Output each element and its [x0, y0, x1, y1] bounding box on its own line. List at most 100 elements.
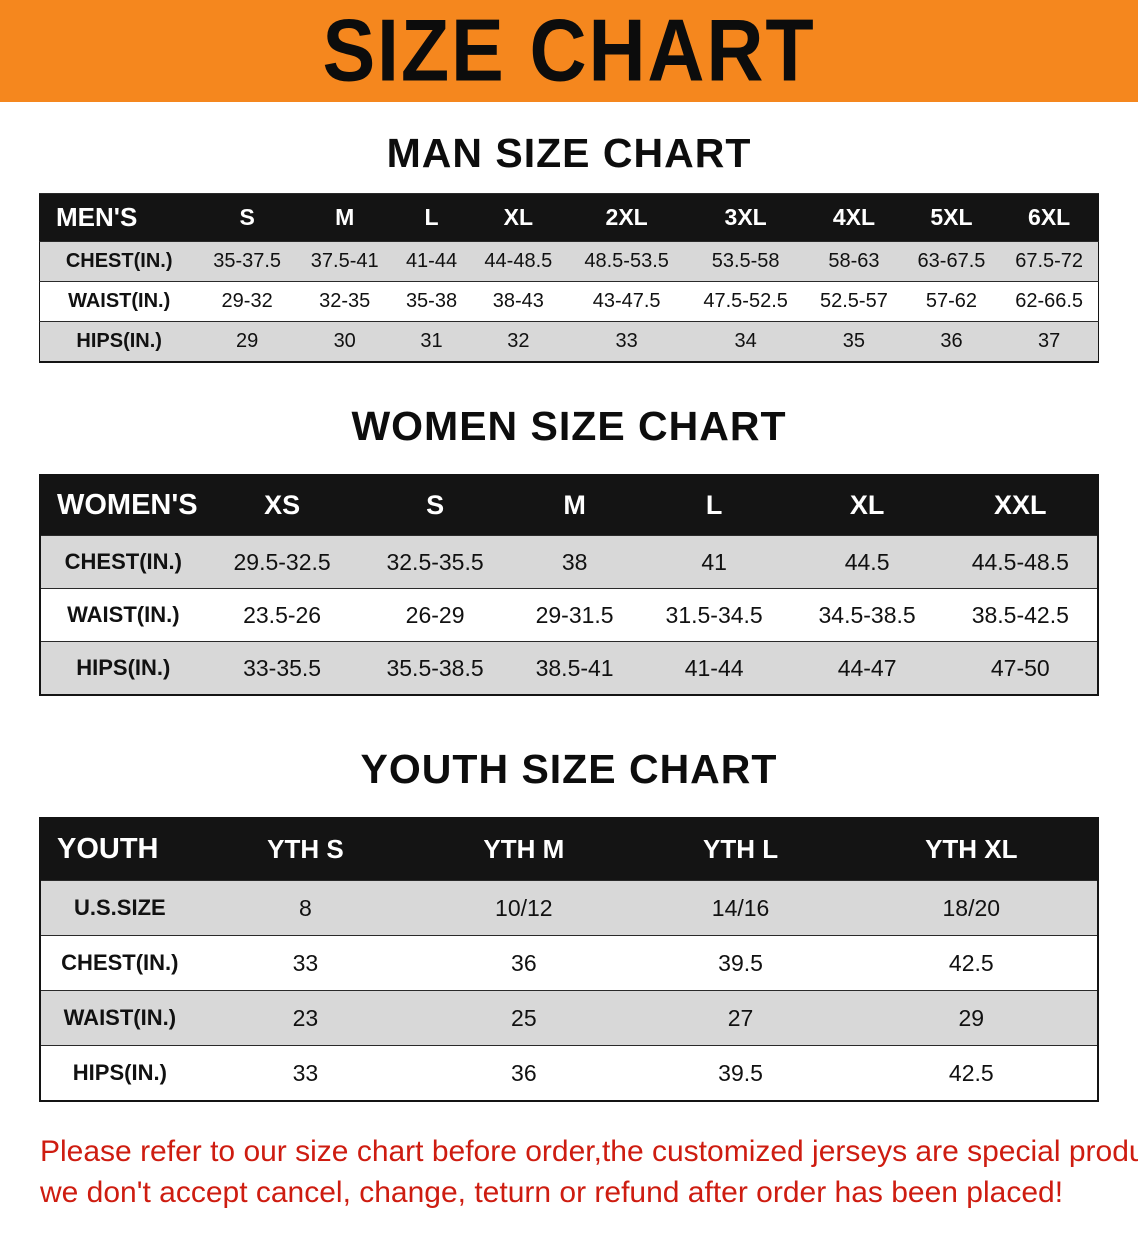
size-chart-banner: SIZE CHART [0, 0, 1138, 102]
disclaimer-line-1: Please refer to our size chart before or… [40, 1135, 1138, 1168]
size-header-cell: XS [205, 474, 359, 536]
size-value-cell: 47.5-52.5 [686, 281, 806, 322]
size-header-cell: S [198, 193, 296, 242]
table-row: CHEST(IN.) 35-37.5 37.5-41 41-44 44-48.5 48.5… [39, 241, 1099, 282]
size-header-cell: M [511, 474, 638, 536]
size-value-cell: 30 [295, 321, 394, 363]
size-value-cell: 37 [1000, 321, 1099, 363]
size-value-cell: 34.5-38.5 [790, 588, 944, 642]
size-value-cell: 41 [637, 535, 791, 589]
size-value-cell: 32-35 [295, 281, 394, 322]
size-value-cell: 35-38 [393, 281, 470, 322]
table-row: U.S.SIZE 8 10/12 14/16 18/20 [40, 880, 1098, 936]
size-header-cell: L [393, 193, 470, 242]
size-header-cell: S [358, 474, 512, 536]
row-label: CHEST(IN.) [40, 535, 206, 589]
size-value-cell: 10/12 [412, 880, 636, 936]
size-value-cell: 33 [567, 321, 687, 363]
table-row: WAIST(IN.) 23.5-26 26-29 29-31.5 31.5-34.5 34… [40, 588, 1098, 642]
size-header-cell: 6XL [1000, 193, 1099, 242]
size-value-cell: 8 [198, 880, 413, 936]
size-value-cell: 41-44 [637, 641, 791, 696]
table-row: HIPS(IN.) 29 30 31 32 33 34 35 36 37 [39, 321, 1099, 363]
table-row: CHEST(IN.) 29.5-32.5 32.5-35.5 38 41 44.5 44.5… [40, 535, 1098, 589]
row-label: U.S.SIZE [40, 880, 199, 936]
size-value-cell: 53.5-58 [686, 241, 806, 282]
size-value-cell: 38.5-41 [511, 641, 638, 696]
size-value-cell: 38.5-42.5 [943, 588, 1098, 642]
size-value-cell: 29 [845, 990, 1098, 1046]
table-header-row: WOMEN'S XS S M L XL XXL [40, 474, 1098, 536]
size-header-cell: XL [469, 193, 568, 242]
size-header-cell: 4XL [805, 193, 903, 242]
size-value-cell: 29 [198, 321, 296, 363]
size-value-cell: 33 [198, 1045, 413, 1102]
size-value-cell: 32 [469, 321, 568, 363]
size-header-cell: YTH L [635, 817, 846, 881]
size-value-cell: 52.5-57 [805, 281, 903, 322]
disclaimer-line-2: we don't accept cancel, change, teturn o… [40, 1175, 1064, 1209]
size-value-cell: 42.5 [845, 935, 1098, 991]
size-header-cell: XXL [943, 474, 1098, 536]
size-value-cell: 33-35.5 [205, 641, 359, 696]
row-label: CHEST(IN.) [39, 241, 199, 282]
size-value-cell: 29-32 [198, 281, 296, 322]
youth-size-table: YOUTH YTH S YTH M YTH L YTH XL U.S.SIZE 8 10/12… [39, 817, 1099, 1102]
size-header-cell: L [637, 474, 791, 536]
row-label: WAIST(IN.) [40, 990, 199, 1046]
size-value-cell: 23 [198, 990, 413, 1046]
size-value-cell: 29.5-32.5 [205, 535, 359, 589]
youth-size-chart-heading: YOUTH SIZE CHART [360, 746, 778, 792]
size-value-cell: 26-29 [358, 588, 512, 642]
table-row: HIPS(IN.) 33-35.5 35.5-38.5 38.5-41 41-44 44-… [40, 641, 1098, 696]
size-value-cell: 44-48.5 [469, 241, 568, 282]
women-size-chart-heading: WOMEN SIZE CHART [351, 403, 787, 449]
man-size-chart-heading: MAN SIZE CHART [386, 130, 752, 176]
size-header-cell: XL [790, 474, 944, 536]
size-value-cell: 35 [805, 321, 903, 363]
size-value-cell: 33 [198, 935, 413, 991]
table-title-cell: YOUTH [40, 817, 199, 881]
size-value-cell: 35-37.5 [198, 241, 296, 282]
size-header-cell: 5XL [902, 193, 1001, 242]
women-size-table: WOMEN'S XS S M L XL XXL CHEST(IN.) 29.5-32.5 32.5… [39, 474, 1099, 696]
size-value-cell: 58-63 [805, 241, 903, 282]
size-value-cell: 14/16 [635, 880, 846, 936]
men-size-table: MEN'S S M L XL 2XL 3XL 4XL 5XL 6XL CHEST(IN.) 35-37… [39, 193, 1099, 363]
size-header-cell: YTH XL [845, 817, 1098, 881]
size-value-cell: 42.5 [845, 1045, 1098, 1102]
table-row: WAIST(IN.) 29-32 32-35 35-38 38-43 43-47.5 47.… [39, 281, 1099, 322]
size-value-cell: 43-47.5 [567, 281, 687, 322]
size-value-cell: 35.5-38.5 [358, 641, 512, 696]
size-header-cell: YTH M [412, 817, 636, 881]
size-header-cell: YTH S [198, 817, 413, 881]
size-value-cell: 44-47 [790, 641, 944, 696]
size-value-cell: 23.5-26 [205, 588, 359, 642]
table-row: WAIST(IN.) 23 25 27 29 [40, 990, 1098, 1046]
size-value-cell: 39.5 [635, 935, 846, 991]
size-value-cell: 27 [635, 990, 846, 1046]
size-value-cell: 18/20 [845, 880, 1098, 936]
size-value-cell: 36 [412, 1045, 636, 1102]
size-value-cell: 38-43 [469, 281, 568, 322]
row-label: WAIST(IN.) [39, 281, 199, 322]
size-value-cell: 25 [412, 990, 636, 1046]
size-value-cell: 48.5-53.5 [567, 241, 687, 282]
size-chart-disclaimer: Please refer to our size chart before or… [40, 1132, 1138, 1213]
size-value-cell: 44.5 [790, 535, 944, 589]
row-label: WAIST(IN.) [40, 588, 206, 642]
row-label: HIPS(IN.) [40, 641, 206, 696]
size-header-cell: 3XL [686, 193, 806, 242]
size-value-cell: 36 [412, 935, 636, 991]
size-value-cell: 47-50 [943, 641, 1098, 696]
table-title-cell: WOMEN'S [40, 474, 206, 536]
table-title-cell: MEN'S [39, 193, 199, 242]
row-label: HIPS(IN.) [40, 1045, 199, 1102]
size-header-cell: 2XL [567, 193, 687, 242]
size-value-cell: 37.5-41 [295, 241, 394, 282]
size-value-cell: 39.5 [635, 1045, 846, 1102]
table-header-row: YOUTH YTH S YTH M YTH L YTH XL [40, 817, 1098, 881]
size-value-cell: 31 [393, 321, 470, 363]
size-value-cell: 34 [686, 321, 806, 363]
size-value-cell: 31.5-34.5 [637, 588, 791, 642]
